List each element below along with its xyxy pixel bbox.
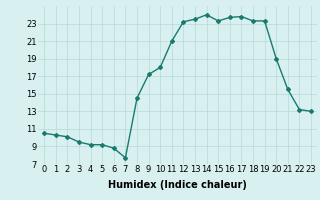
X-axis label: Humidex (Indice chaleur): Humidex (Indice chaleur) [108,180,247,190]
